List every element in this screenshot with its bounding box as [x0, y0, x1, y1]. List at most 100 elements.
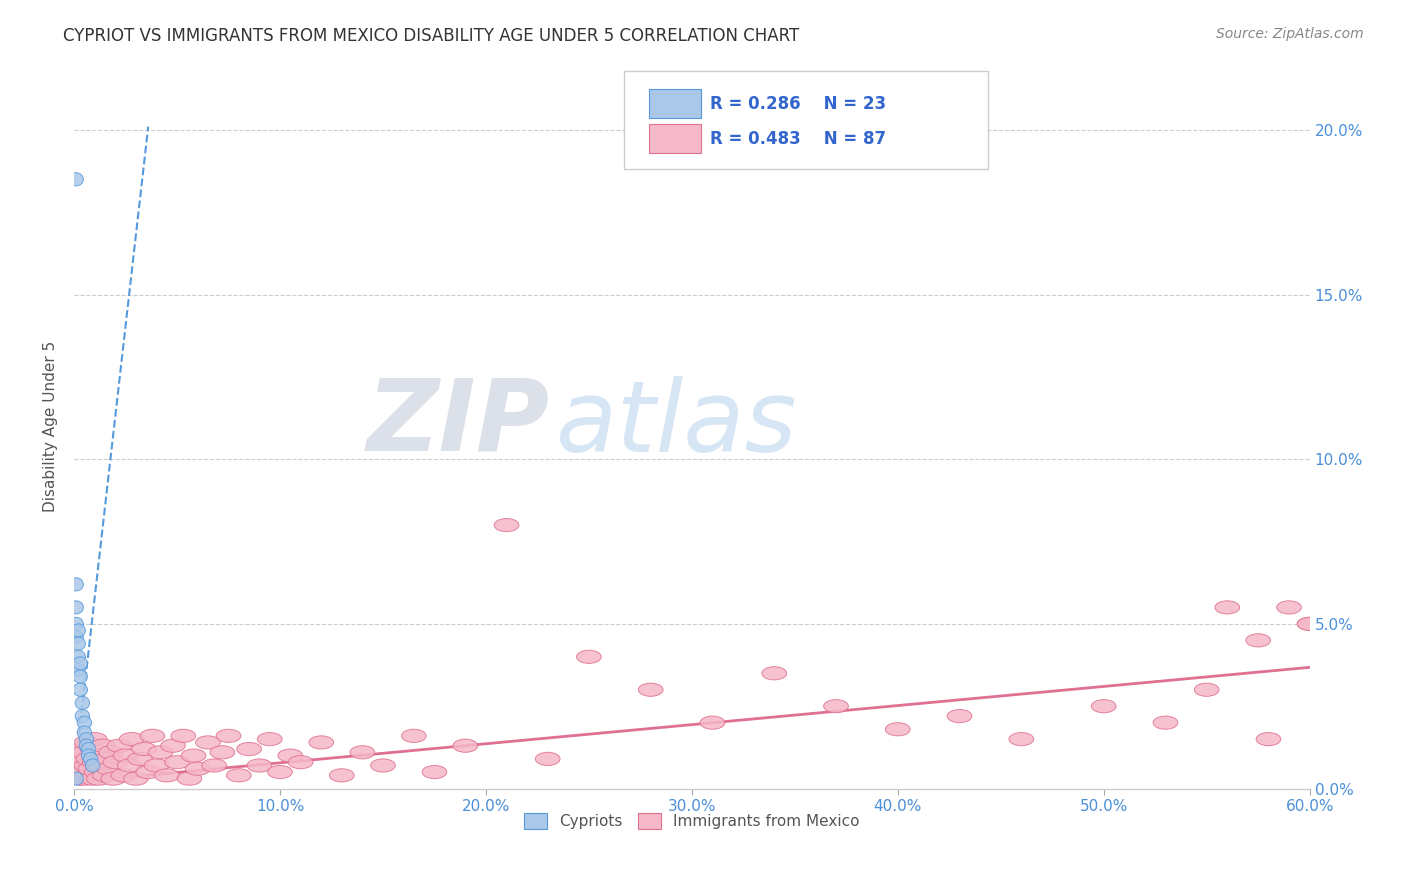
Ellipse shape: [1010, 732, 1033, 746]
Ellipse shape: [165, 756, 190, 769]
Ellipse shape: [148, 746, 173, 759]
Ellipse shape: [98, 746, 124, 759]
Ellipse shape: [1246, 633, 1271, 647]
Ellipse shape: [948, 709, 972, 723]
Ellipse shape: [186, 762, 209, 775]
Ellipse shape: [195, 736, 221, 749]
Ellipse shape: [79, 732, 94, 746]
Ellipse shape: [638, 683, 664, 697]
Ellipse shape: [103, 756, 128, 769]
Ellipse shape: [67, 772, 93, 785]
Ellipse shape: [67, 742, 93, 756]
Ellipse shape: [77, 726, 91, 739]
Ellipse shape: [75, 709, 90, 723]
Ellipse shape: [76, 769, 101, 782]
Text: CYPRIOT VS IMMIGRANTS FROM MEXICO DISABILITY AGE UNDER 5 CORRELATION CHART: CYPRIOT VS IMMIGRANTS FROM MEXICO DISABI…: [63, 27, 800, 45]
Ellipse shape: [75, 759, 98, 772]
Text: R = 0.483    N = 87: R = 0.483 N = 87: [710, 129, 887, 147]
Ellipse shape: [155, 769, 179, 782]
Ellipse shape: [217, 730, 240, 742]
Ellipse shape: [75, 736, 98, 749]
Ellipse shape: [114, 749, 138, 762]
Ellipse shape: [69, 601, 83, 614]
Ellipse shape: [1153, 716, 1178, 730]
Text: R = 0.286    N = 23: R = 0.286 N = 23: [710, 95, 887, 112]
Ellipse shape: [84, 765, 110, 779]
Ellipse shape: [86, 772, 111, 785]
Ellipse shape: [63, 749, 89, 762]
Ellipse shape: [762, 666, 786, 680]
Ellipse shape: [79, 762, 103, 775]
Ellipse shape: [90, 739, 115, 752]
Ellipse shape: [267, 765, 292, 779]
Ellipse shape: [63, 765, 89, 779]
Ellipse shape: [80, 772, 105, 785]
Ellipse shape: [1298, 617, 1322, 631]
Ellipse shape: [79, 739, 94, 752]
FancyBboxPatch shape: [648, 89, 700, 118]
Ellipse shape: [83, 732, 107, 746]
Ellipse shape: [66, 756, 90, 769]
Ellipse shape: [82, 749, 96, 762]
Ellipse shape: [72, 664, 86, 676]
Ellipse shape: [83, 752, 98, 765]
Ellipse shape: [86, 749, 111, 762]
Ellipse shape: [700, 716, 725, 730]
Ellipse shape: [73, 657, 87, 670]
Ellipse shape: [72, 772, 97, 785]
Ellipse shape: [69, 772, 83, 785]
Ellipse shape: [80, 742, 105, 756]
FancyBboxPatch shape: [648, 124, 700, 153]
Ellipse shape: [83, 756, 107, 769]
Text: ZIP: ZIP: [367, 374, 550, 471]
Ellipse shape: [117, 759, 142, 772]
Ellipse shape: [350, 746, 375, 759]
Ellipse shape: [422, 765, 447, 779]
Ellipse shape: [97, 762, 121, 775]
Ellipse shape: [141, 730, 165, 742]
Ellipse shape: [120, 732, 143, 746]
Ellipse shape: [226, 769, 252, 782]
Ellipse shape: [111, 769, 136, 782]
Ellipse shape: [824, 699, 848, 713]
Ellipse shape: [69, 631, 83, 644]
Ellipse shape: [1091, 699, 1116, 713]
Ellipse shape: [236, 742, 262, 756]
Ellipse shape: [82, 742, 96, 756]
Ellipse shape: [72, 650, 86, 664]
Ellipse shape: [124, 772, 148, 785]
Ellipse shape: [136, 765, 160, 779]
Ellipse shape: [72, 624, 86, 637]
Ellipse shape: [1256, 732, 1281, 746]
Ellipse shape: [177, 772, 202, 785]
Y-axis label: Disability Age Under 5: Disability Age Under 5: [44, 341, 58, 512]
Ellipse shape: [494, 518, 519, 532]
Ellipse shape: [70, 752, 94, 765]
Ellipse shape: [886, 723, 910, 736]
Ellipse shape: [89, 759, 114, 772]
Ellipse shape: [69, 578, 83, 591]
Legend: Cypriots, Immigrants from Mexico: Cypriots, Immigrants from Mexico: [517, 807, 866, 835]
Ellipse shape: [94, 752, 120, 765]
Ellipse shape: [73, 683, 87, 697]
Ellipse shape: [75, 697, 90, 709]
Ellipse shape: [69, 173, 83, 186]
Ellipse shape: [1194, 683, 1219, 697]
Ellipse shape: [309, 736, 333, 749]
Ellipse shape: [86, 759, 100, 772]
Ellipse shape: [257, 732, 283, 746]
Ellipse shape: [278, 749, 302, 762]
Ellipse shape: [77, 716, 91, 730]
Ellipse shape: [202, 759, 226, 772]
Ellipse shape: [132, 742, 156, 756]
Ellipse shape: [93, 769, 117, 782]
Ellipse shape: [371, 759, 395, 772]
Ellipse shape: [1277, 601, 1302, 614]
Ellipse shape: [67, 762, 93, 775]
Ellipse shape: [576, 650, 602, 664]
Text: atlas: atlas: [555, 376, 797, 474]
Ellipse shape: [143, 759, 169, 772]
FancyBboxPatch shape: [624, 71, 988, 169]
Ellipse shape: [76, 752, 101, 765]
Ellipse shape: [172, 730, 195, 742]
